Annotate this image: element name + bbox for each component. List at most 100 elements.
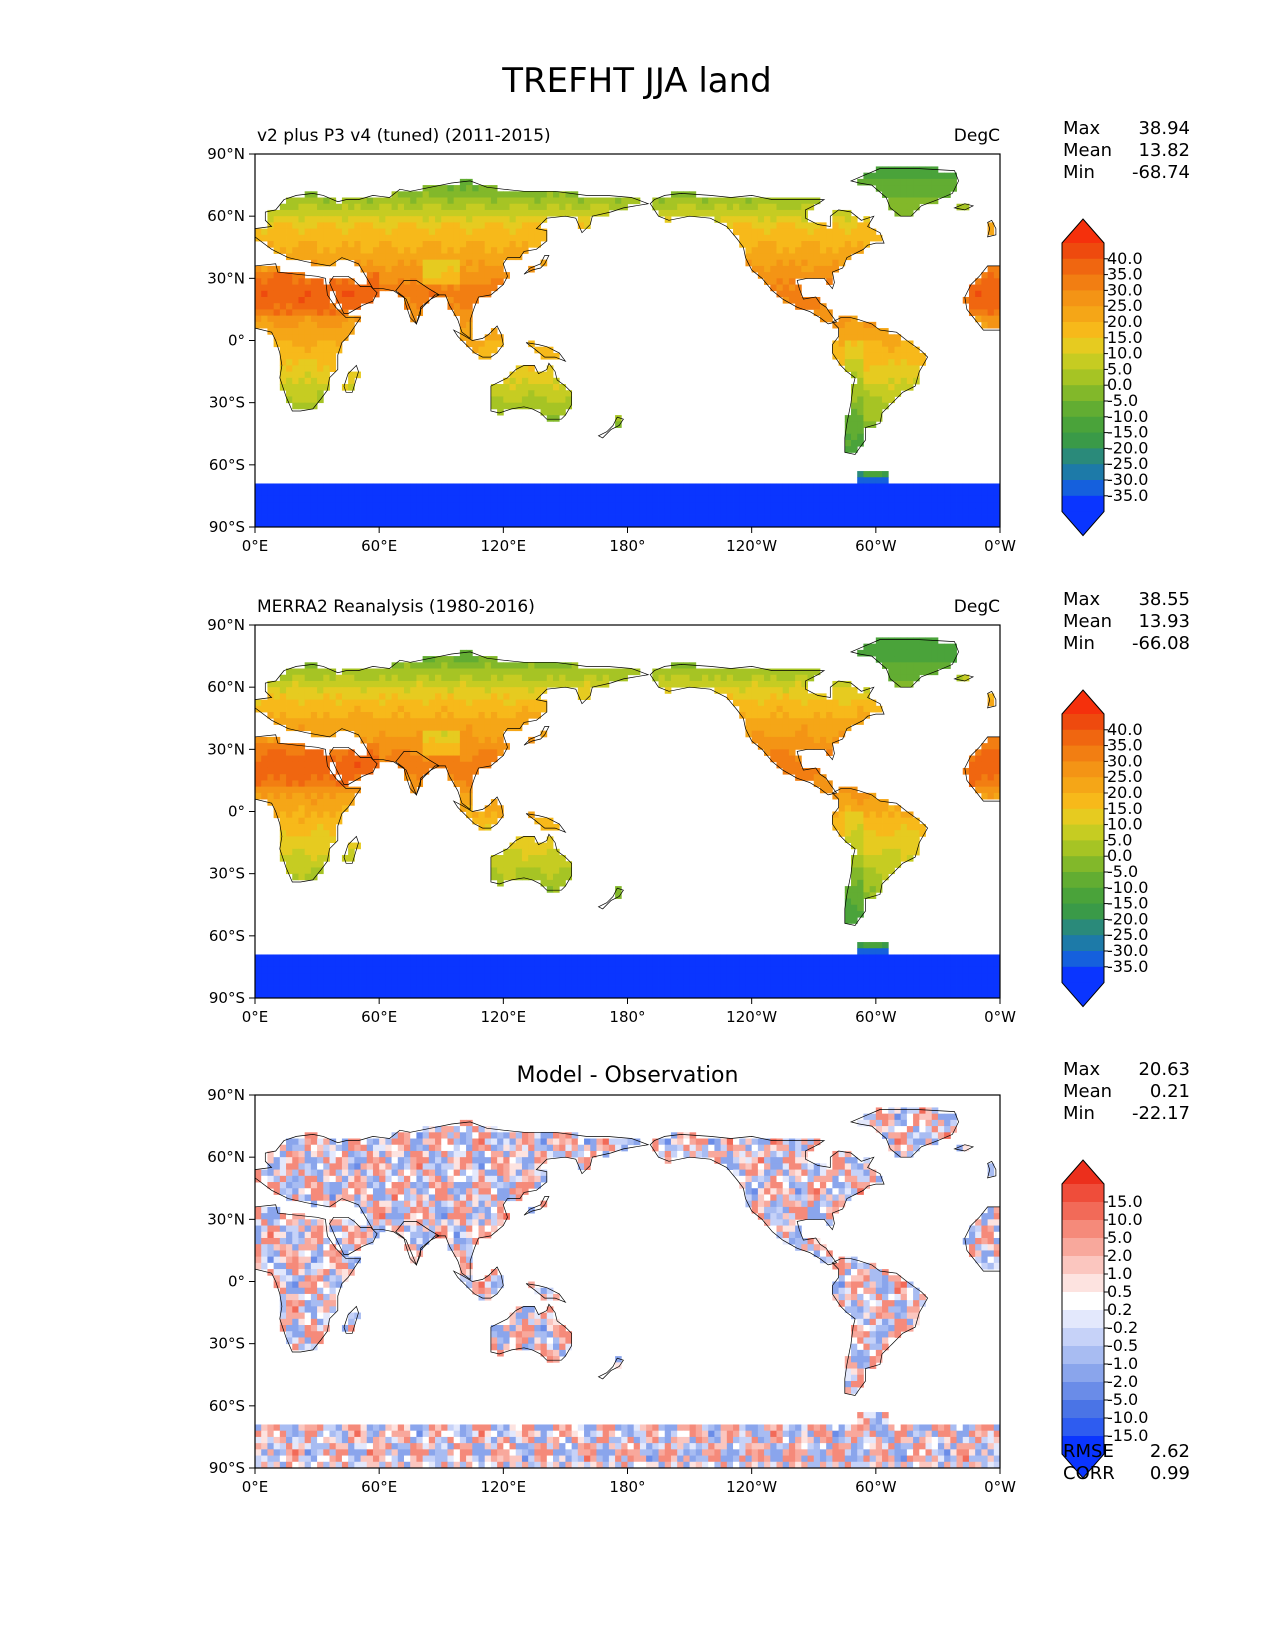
- field-cell: [335, 973, 343, 980]
- field-cell: [546, 346, 554, 354]
- field-cell: [764, 712, 771, 719]
- field-cell: [565, 489, 573, 497]
- field-cell: [857, 792, 864, 800]
- field-cell: [683, 483, 690, 491]
- field-cell: [757, 724, 765, 732]
- field-cell: [757, 514, 765, 522]
- field-cell: [490, 334, 498, 341]
- field-cell: [751, 724, 759, 732]
- field-cell: [931, 185, 939, 192]
- field-cell: [795, 730, 802, 738]
- field-cell: [279, 377, 287, 385]
- field-cell: [310, 817, 318, 825]
- field-cell: [323, 334, 330, 341]
- field-cell: [919, 483, 926, 491]
- field-cell: [757, 489, 765, 497]
- field-cell: [584, 502, 591, 509]
- field-cell: [329, 830, 337, 837]
- field-cell: [807, 222, 815, 229]
- field-cell: [851, 687, 858, 694]
- field-cell: [292, 315, 299, 323]
- field-cell: [726, 979, 734, 986]
- field-cell: [782, 290, 790, 298]
- field-cell: [745, 502, 753, 509]
- field-cell: [323, 699, 330, 707]
- field-cell: [354, 514, 361, 522]
- field-cell: [726, 687, 734, 694]
- field-cell: [838, 508, 846, 515]
- field-cell: [851, 712, 858, 719]
- field-cell: [323, 842, 330, 850]
- field-cell: [913, 662, 920, 669]
- field-cell: [590, 960, 597, 968]
- field-cell: [832, 960, 839, 968]
- field-cell: [453, 718, 461, 725]
- field-cell: [875, 384, 883, 391]
- field-cell: [863, 842, 871, 850]
- field-cell: [397, 191, 405, 198]
- field-cell: [298, 359, 306, 366]
- field-cell: [354, 502, 361, 509]
- field-cell: [416, 520, 424, 528]
- field-cell: [894, 680, 902, 688]
- field-cell: [329, 749, 337, 756]
- field-cell: [975, 502, 982, 509]
- field-cell: [341, 680, 349, 688]
- field-cell: [310, 861, 318, 868]
- field-cell: [937, 973, 945, 980]
- field-cell: [981, 755, 988, 763]
- field-cell: [844, 979, 852, 986]
- field-cell: [937, 954, 945, 962]
- field-cell: [515, 855, 523, 862]
- field-cell: [987, 786, 995, 794]
- field-cell: [658, 197, 666, 205]
- field-cell: [677, 973, 684, 980]
- field-cell: [863, 960, 871, 968]
- field-cell: [490, 247, 498, 254]
- field-cell: [782, 954, 790, 962]
- coastline-sea_asia: [452, 325, 504, 358]
- field-cell: [348, 786, 355, 794]
- field-cell: [472, 203, 479, 211]
- field-cell: [553, 855, 560, 862]
- field-cell: [615, 954, 622, 962]
- field-cell: [286, 284, 293, 292]
- field-cell: [819, 705, 827, 713]
- field-cell: [528, 960, 535, 968]
- field-cell: [261, 755, 268, 763]
- field-cell: [968, 296, 976, 304]
- field-cell: [490, 278, 498, 285]
- field-cell: [888, 197, 895, 205]
- field-cell: [372, 724, 380, 732]
- field-cell: [925, 191, 933, 198]
- field-cell: [863, 799, 871, 806]
- field-cell: [298, 377, 306, 385]
- field-cell: [857, 830, 864, 837]
- field-cell: [515, 489, 523, 497]
- field-cell: [472, 520, 479, 528]
- field-cell: [888, 979, 895, 986]
- field-cell: [925, 489, 933, 497]
- field-cell: [677, 508, 684, 515]
- field-cell: [497, 247, 504, 254]
- field-cell: [292, 520, 299, 528]
- field-cell: [857, 823, 864, 831]
- field-cell: [286, 209, 293, 217]
- field-cell: [372, 495, 380, 503]
- field-cell: [472, 259, 479, 267]
- field-cell: [832, 966, 839, 974]
- field-cell: [534, 693, 541, 700]
- field-cell: [404, 290, 411, 298]
- field-cell: [304, 222, 312, 229]
- coastline-namerica: [649, 193, 885, 325]
- field-cell: [490, 680, 498, 688]
- field-cell: [255, 483, 262, 491]
- field-cell: [844, 315, 852, 323]
- field-cell: [404, 222, 411, 229]
- field-cell: [534, 371, 541, 379]
- field-cell: [844, 483, 852, 491]
- field-cell: [304, 390, 312, 397]
- field-cell: [981, 979, 988, 986]
- field-cell: [919, 637, 926, 645]
- field-cell: [472, 495, 479, 503]
